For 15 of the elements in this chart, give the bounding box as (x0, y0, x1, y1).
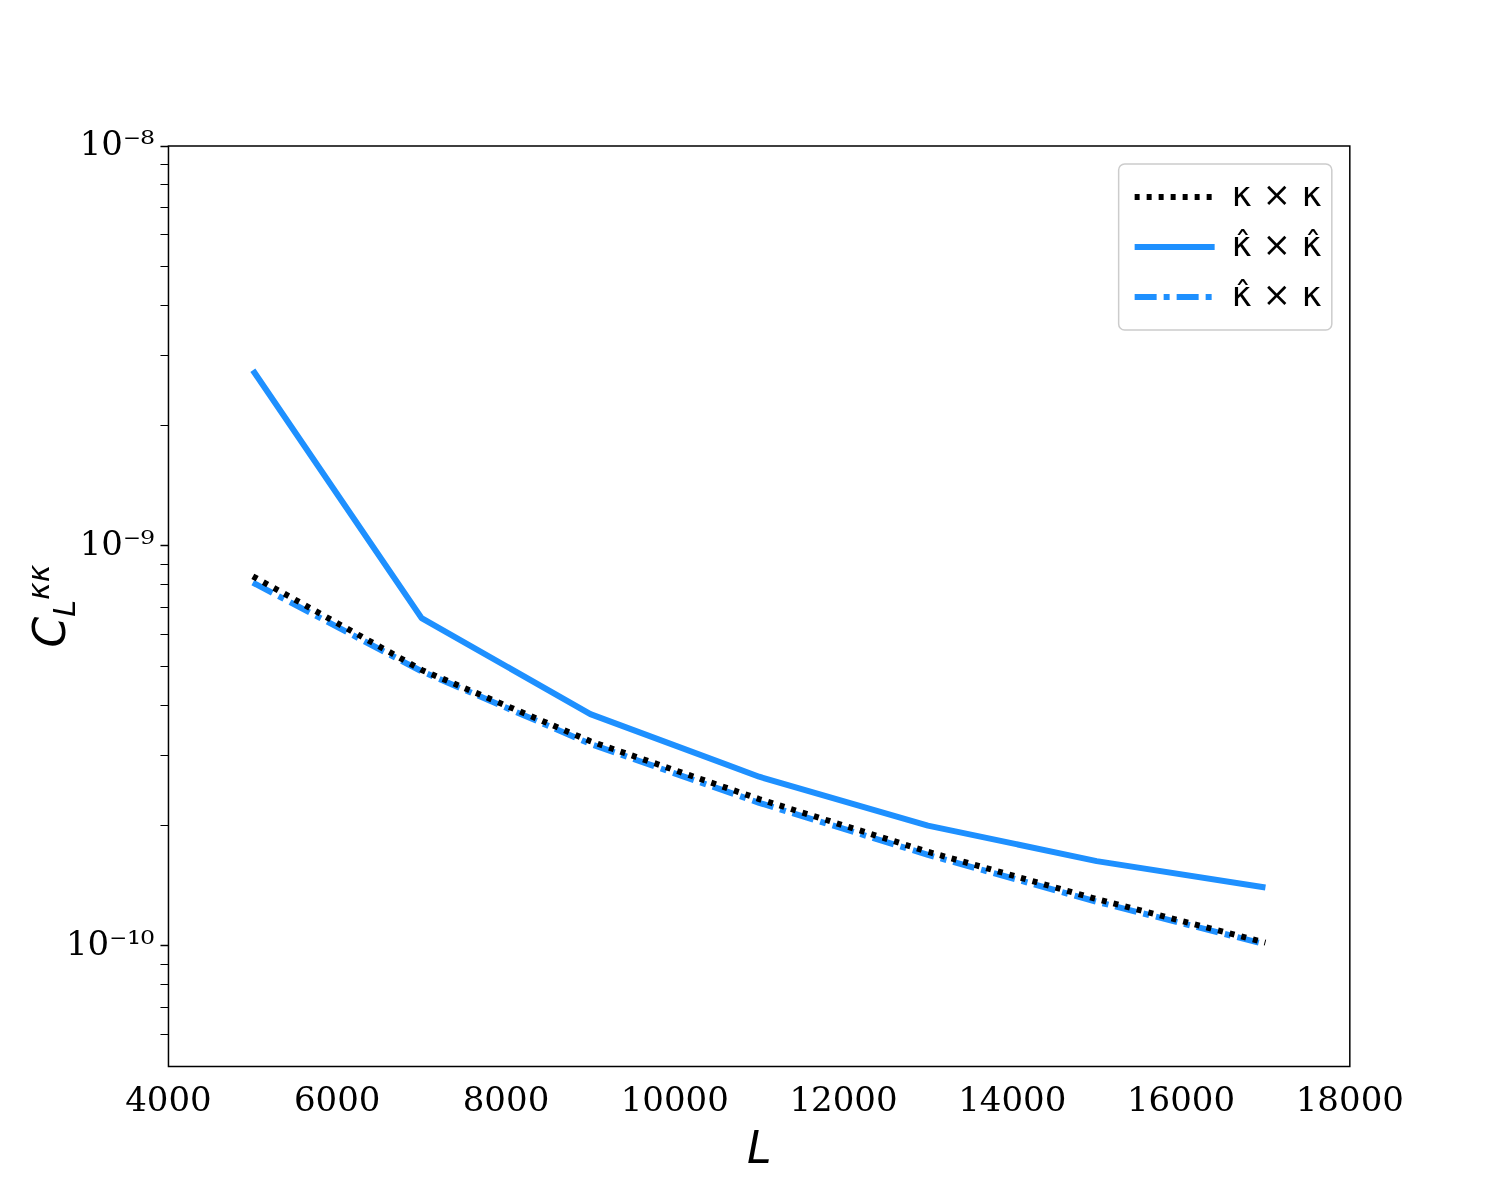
x-tick-label: 14000 (958, 1078, 1067, 1119)
y-tick-label: 10⁻¹⁰ (65, 922, 155, 963)
x-tick-label: 18000 (1295, 1078, 1404, 1119)
x-tick-label: 16000 (1126, 1078, 1236, 1119)
x-tick-label: 12000 (789, 1078, 898, 1119)
legend-label: κ̂ × κ̂ (1231, 223, 1322, 264)
y-tick-label: 10⁻⁹ (79, 522, 155, 563)
x-tick-label: 8000 (462, 1078, 550, 1119)
legend-label: κ̂ × κ (1231, 273, 1322, 314)
x-tick-label: 4000 (125, 1078, 212, 1119)
y-tick-label: 10⁻⁸ (79, 122, 155, 163)
legend-label: κ × κ (1231, 173, 1322, 214)
x-tick-label: 10000 (620, 1078, 729, 1119)
x-axis-title: L (746, 1122, 772, 1174)
x-tick-label: 6000 (293, 1078, 381, 1119)
